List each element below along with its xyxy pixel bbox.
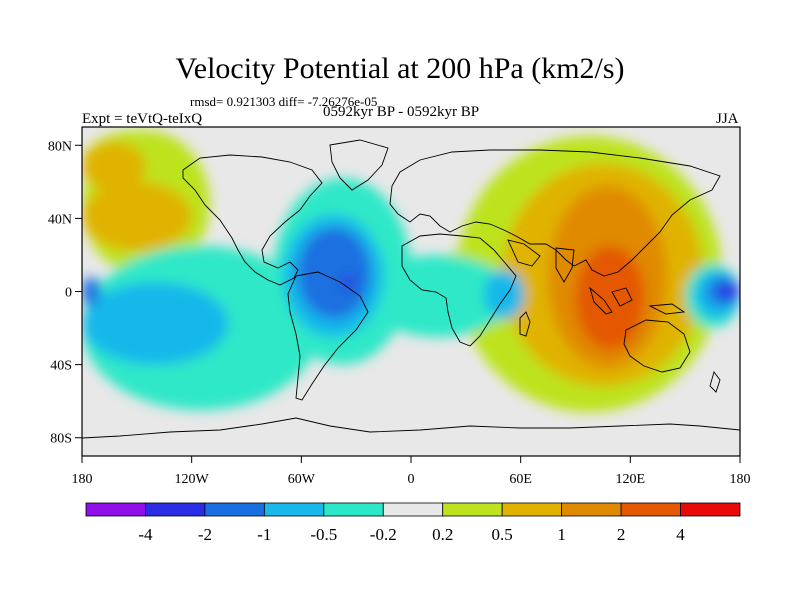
colorbar-label-6: 0.5 [492,525,513,544]
colorbar-label-1: -2 [198,525,212,544]
x-tick-label-1: 120W [175,472,210,487]
coastline-antarctica [82,417,740,439]
contour-region-1-1 [82,181,192,252]
contour-region-4-2 [365,254,512,338]
x-tick-label-5: 120E [616,472,646,487]
stats-text: rmsd= 0.921303 diff= -7.26276e-05 [190,94,378,109]
coastline-sumatra [589,286,613,315]
coastline-new-zealand [709,371,721,393]
y-tick-label-2: 0 [65,286,72,301]
colorbar-box-1 [145,502,206,517]
contour-region-5-2 [484,269,525,319]
colorbar-box-5 [382,502,444,517]
colorbar-label-4: -0.2 [370,525,397,544]
coastline-new-guinea [648,303,686,315]
coastline-eurasia [389,149,721,277]
colorbar-box-9 [620,502,681,517]
colorbar-box-7 [501,502,563,517]
colorbar: -4 -2 -1 -0.5 -0.2 0.2 0.5 1 2 4 [85,502,741,544]
axis-ticks: 180 120W 60W 0 60E 120E 180 80N 40N 0 40S 80S [48,139,751,487]
coastline-australia [623,319,691,373]
y-tick-label-3: 40S [50,359,72,374]
colorbar-box-10 [680,502,741,517]
x-tick-label-4: 60E [509,472,532,487]
coastline-borneo [611,287,633,307]
contour-region-7-0 [341,276,357,288]
x-tick-label-2: 60W [288,472,316,487]
contour-region-6-2 [82,276,101,307]
colorbar-label-9: 4 [676,525,685,544]
x-tick-label-3: 0 [408,472,415,487]
contour-region-5-0 [82,282,229,365]
y-tick-label-1: 40N [48,212,72,227]
coastline-greenland [329,139,389,191]
coastline-arabia [507,239,541,267]
x-tick-label-0: 180 [72,472,93,487]
coastline-india [555,247,575,283]
colorbar-box-6 [442,502,503,517]
experiment-label: Expt = teVtQ-teIxQ [82,111,203,127]
colorbar-box-3 [263,502,325,517]
contour-region-3-0 [575,245,645,350]
colorbar-box-8 [561,502,622,517]
period-label: 0592kyr BP - 0592kyr BP [323,104,480,120]
colorbar-label-5: 0.2 [432,525,453,544]
coastline-south-america [287,271,369,401]
season-label: JJA [716,111,739,127]
colorbar-label-2: -1 [257,525,271,544]
coastline-layer [82,139,740,439]
colorbar-label-8: 2 [617,525,626,544]
colorbar-box-0 [85,502,146,517]
contour-region-7-1 [718,284,740,299]
contour-region-1-0 [82,141,146,191]
colorbar-box-4 [323,502,384,517]
page-title: Velocity Potential at 200 hPa (km2/s) [175,52,625,85]
colorbar-label-3: -0.5 [310,525,337,544]
contour-region-6-0 [297,227,371,319]
y-tick-label-4: 80S [50,432,72,447]
coastline-africa [401,233,517,347]
x-tick-label-6: 180 [730,472,751,487]
coastline-north-america [182,154,323,286]
colorbar-label-7: 1 [557,525,566,544]
colorbar-label-0: -4 [138,525,153,544]
colorbar-box-2 [204,502,265,517]
y-tick-label-0: 80N [48,139,72,154]
coastline-madagascar [519,311,531,337]
